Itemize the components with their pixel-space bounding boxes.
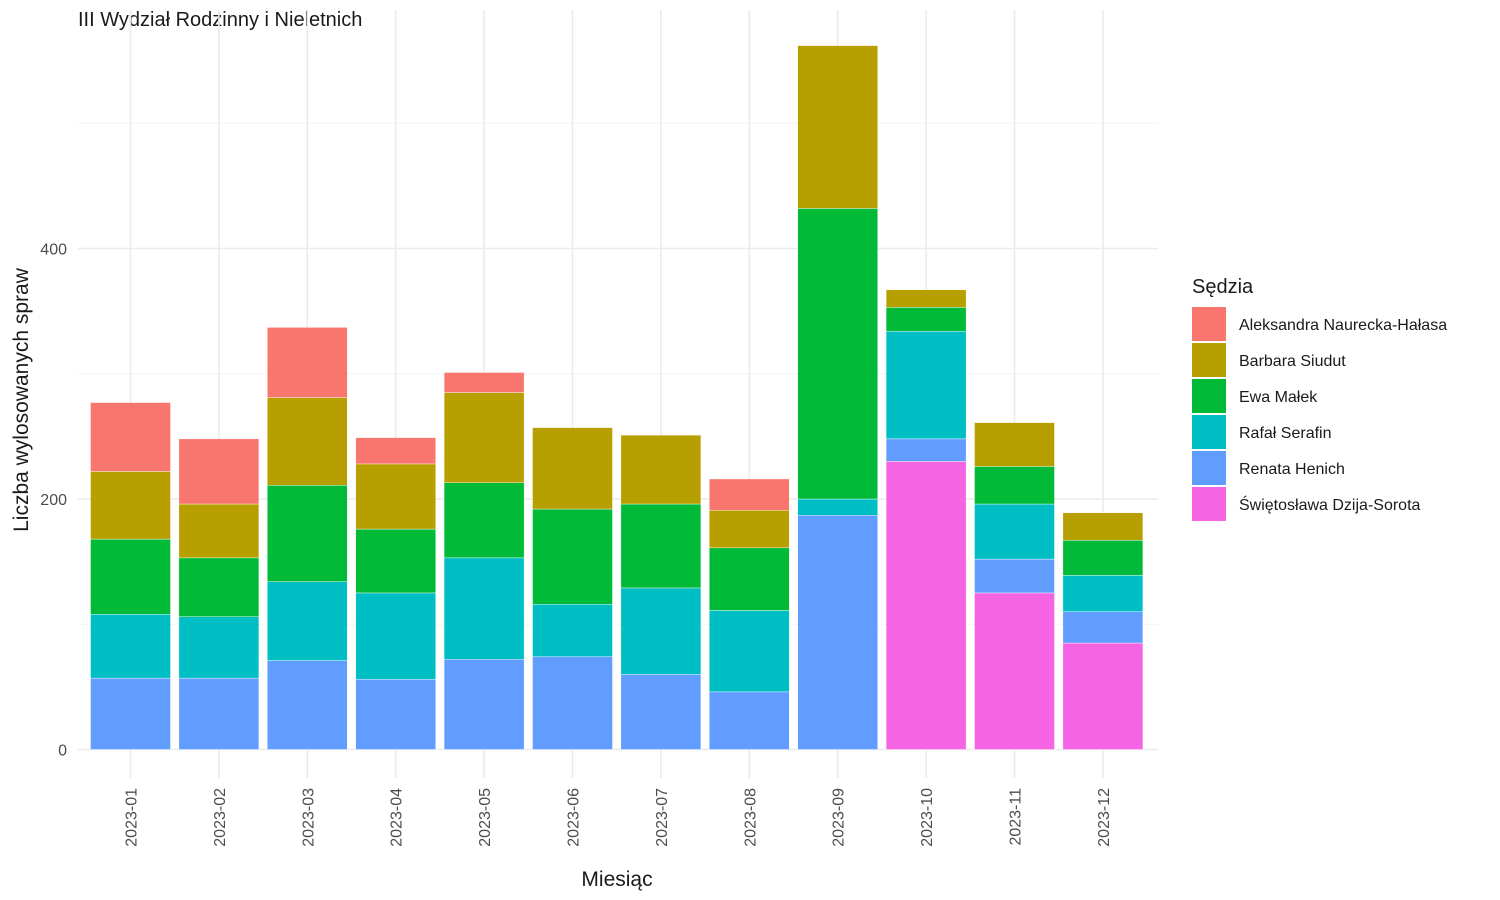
bar-segment — [1062, 540, 1144, 576]
chart-title: III Wydział Rodzinny i Nieletnich — [78, 9, 362, 31]
x-tick-label: 2023-07 — [654, 788, 671, 847]
bar-segment — [443, 372, 525, 393]
bar-segment — [1062, 611, 1144, 644]
bar-segment — [267, 581, 348, 661]
bar-segment — [1062, 642, 1144, 750]
legend-label: Rafał Serafin — [1239, 425, 1332, 442]
bar-segment — [797, 208, 878, 500]
bar-segment — [178, 557, 260, 617]
bar-segment — [797, 498, 878, 516]
bar-segment — [90, 402, 171, 472]
bar-segment — [1062, 512, 1144, 541]
legend-swatch — [1192, 343, 1226, 377]
bar-segment — [620, 674, 702, 750]
bar-segment — [90, 471, 171, 540]
legend-swatch — [1192, 379, 1226, 413]
x-tick-label: 2023-05 — [477, 788, 494, 847]
bar-segment — [90, 538, 171, 615]
bar-segment — [532, 604, 613, 658]
y-tick-label: 0 — [58, 743, 67, 760]
bar-segment — [974, 503, 1055, 560]
bar-segment — [443, 557, 525, 660]
legend-label: Świętosława Dzija-Sorota — [1239, 495, 1421, 514]
bar-segment — [267, 397, 348, 486]
legend-label: Barbara Siudut — [1239, 353, 1346, 370]
bars-group — [90, 45, 1144, 750]
bar-segment — [355, 679, 436, 750]
legend-label: Ewa Małek — [1239, 389, 1318, 406]
bar-segment — [709, 610, 790, 693]
legend-swatch — [1192, 307, 1226, 341]
bar-segment — [178, 616, 260, 679]
x-tick-label: 2023-06 — [566, 788, 583, 847]
bar-segment — [532, 427, 613, 510]
x-tick-label: 2023-02 — [212, 788, 229, 847]
bar-segment — [709, 510, 790, 549]
x-tick-label: 2023-09 — [831, 788, 848, 847]
bar-segment — [797, 515, 878, 750]
bar-segment — [443, 482, 525, 559]
legend: Sędzia Aleksandra Naurecka-Hałasa Barbara… — [1192, 276, 1447, 521]
bar-segment — [443, 659, 525, 750]
x-tick-label: 2023-08 — [742, 788, 759, 847]
bar-segment — [90, 677, 171, 750]
bar-segment — [267, 327, 348, 398]
bar-segment — [355, 528, 436, 594]
bar-segment — [885, 289, 967, 308]
bar-segment — [1062, 575, 1144, 612]
bar-segment — [709, 691, 790, 750]
y-axis-ticks: 0 200 400 — [40, 242, 67, 760]
bar-segment — [443, 392, 525, 483]
legend-swatch — [1192, 487, 1226, 521]
bar-segment — [355, 463, 436, 530]
x-tick-label: 2023-04 — [389, 788, 406, 847]
bar-segment — [178, 438, 260, 505]
bar-segment — [90, 614, 171, 679]
legend-swatch — [1192, 415, 1226, 449]
x-axis-ticks: 2023-01 2023-02 2023-03 2023-04 2023-05 2023-… — [124, 788, 1113, 847]
bar-segment — [974, 422, 1055, 467]
y-axis-title: Liczba wylosowanych spraw — [10, 267, 33, 532]
y-tick-label: 400 — [40, 242, 67, 259]
y-tick-label: 200 — [40, 492, 67, 509]
bar-segment — [620, 434, 702, 505]
x-tick-label: 2023-03 — [300, 788, 317, 847]
x-tick-label: 2023-10 — [919, 788, 936, 847]
bar-segment — [532, 508, 613, 605]
bar-segment — [620, 587, 702, 675]
bar-segment — [974, 558, 1055, 594]
bar-segment — [620, 503, 702, 589]
legend-title: Sędzia — [1192, 276, 1254, 298]
bar-segment — [974, 466, 1055, 505]
x-tick-label: 2023-11 — [1008, 788, 1025, 846]
legend-label: Aleksandra Naurecka-Hałasa — [1239, 317, 1447, 334]
bar-segment — [355, 592, 436, 680]
bar-segment — [709, 547, 790, 611]
x-tick-label: 2023-12 — [1096, 788, 1113, 847]
bar-segment — [709, 478, 790, 511]
bar-segment — [355, 437, 436, 465]
bar-segment — [267, 660, 348, 750]
bar-segment — [797, 45, 878, 209]
bar-segment — [974, 592, 1055, 750]
x-axis-title: Miesiąc — [581, 868, 652, 891]
legend-label: Renata Henich — [1239, 461, 1345, 478]
bar-segment — [178, 677, 260, 750]
bar-segment — [885, 307, 967, 332]
bar-segment — [885, 330, 967, 440]
bar-segment — [267, 485, 348, 582]
bar-segment — [532, 656, 613, 750]
bar-segment — [885, 438, 967, 462]
bar-segment — [885, 461, 967, 750]
x-tick-label: 2023-01 — [124, 788, 141, 847]
bar-segment — [178, 503, 260, 559]
legend-swatch — [1192, 451, 1226, 485]
